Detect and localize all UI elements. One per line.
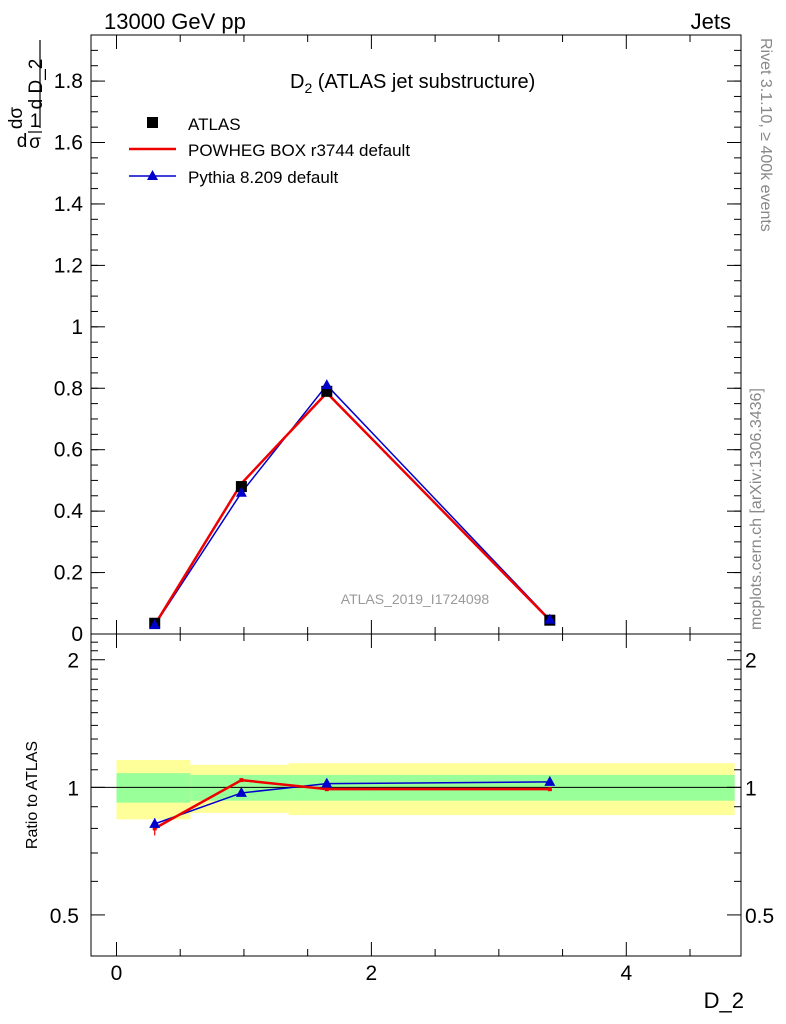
- plot-title: D2 (ATLAS jet substructure): [290, 71, 535, 96]
- main-y-tick-label: 1.8: [54, 70, 83, 93]
- ratio-powheg-point: [547, 787, 552, 792]
- legend-label-powheg: POWHEG BOX r3744 default: [188, 141, 410, 160]
- legend: ATLAS POWHEG BOX r3744 default Pythia 8.…: [129, 115, 410, 187]
- legend-label-pythia: Pythia 8.209 default: [188, 168, 339, 187]
- main-y-tick-label: 1.2: [54, 254, 83, 277]
- pythia-point: [149, 619, 161, 630]
- legend-marker-pythia: [147, 170, 158, 180]
- side-label-rivet: Rivet 3.1.10, ≥ 400k events: [757, 38, 774, 232]
- main-y-tick-label: 0.8: [54, 377, 83, 400]
- atlas-data-point: [321, 385, 333, 397]
- pythia-point: [544, 613, 556, 624]
- ratio-powheg-point: [239, 778, 244, 783]
- ylabel-sigma: σ: [29, 132, 41, 153]
- ratio-powheg-point: [324, 787, 329, 792]
- ylabel-d: d: [17, 131, 28, 152]
- ratio-y-tick-label-right: 1: [745, 777, 757, 800]
- atlas-data-point: [235, 481, 247, 493]
- series-pythia-line: [154, 384, 551, 626]
- analysis-watermark: ATLAS_2019_I1724098: [341, 591, 490, 607]
- ylabel-dsigma: dσ: [6, 107, 27, 130]
- header-left: 13000 GeV pp: [104, 9, 246, 34]
- series-powheg-line: [153, 391, 551, 626]
- ratio-y-axis-label: Ratio to ATLAS: [24, 741, 41, 849]
- side-label-mcplots: mcplots.cern.ch [arXiv:1306.3436]: [748, 388, 765, 630]
- ratio-pythia-point: [321, 777, 333, 788]
- ratio-y-tick-label: 0.5: [50, 905, 79, 928]
- ratio-powheg-point: [152, 826, 157, 831]
- x-tick-label: 0: [111, 962, 123, 985]
- pythia-point: [321, 379, 333, 390]
- ylabel-dvar: d D_2: [26, 59, 47, 110]
- ratio-band-inner: [116, 773, 191, 803]
- x-axis-label: D_2: [704, 988, 744, 1013]
- main-y-tick-label: 0.6: [54, 439, 83, 462]
- ratio-pythia-line: [154, 781, 550, 825]
- ratio-y-tick-label-right: 2: [745, 650, 757, 673]
- pythia-point: [235, 486, 247, 497]
- main-y-tick-label: 0: [71, 623, 83, 646]
- ratio-pythia-point: [149, 817, 161, 828]
- ratio-pythia-point: [235, 786, 247, 797]
- legend-marker-atlas: [147, 117, 158, 128]
- main-y-tick-label: 0.2: [54, 562, 83, 585]
- ratio-y-tick-label: 1: [67, 777, 79, 800]
- ratio-frame: [90, 633, 742, 957]
- x-tick-label: 4: [620, 962, 632, 985]
- ratio-y-tick-label: 2: [67, 650, 79, 673]
- x-tick-label: 2: [366, 962, 378, 985]
- main-y-tick-label: 0.4: [54, 500, 84, 523]
- header-right: Jets: [691, 9, 731, 34]
- ratio-y-tick-label-right: 0.5: [745, 905, 774, 928]
- main-y-axis-label: 1 σ d dσ d D_2: [6, 40, 47, 153]
- main-y-tick-label: 1: [71, 316, 83, 339]
- ratio-powheg-line: [154, 778, 550, 830]
- ylabel-one: 1: [30, 111, 41, 132]
- ratio-pythia-point: [544, 775, 556, 786]
- ratio-panel: 0.5 0.5 1 1 2 2 0 2 4: [50, 633, 774, 985]
- main-y-tick-label: 1.4: [54, 193, 84, 216]
- main-y-tick-label: 1.6: [54, 132, 83, 155]
- legend-label-atlas: ATLAS: [188, 115, 241, 134]
